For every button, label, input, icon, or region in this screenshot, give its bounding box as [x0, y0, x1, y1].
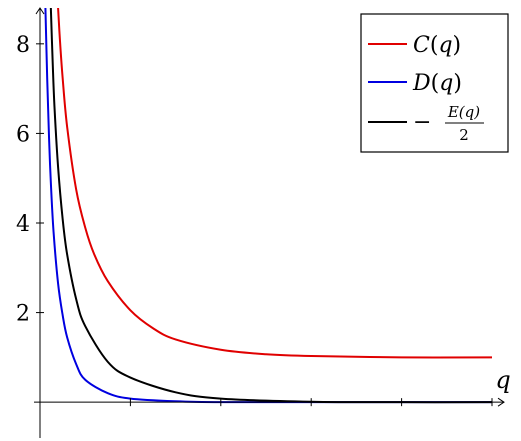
x-axis-label: q — [495, 366, 510, 394]
x-axis-arrowhead — [497, 397, 505, 407]
y-tick-label: 6 — [16, 122, 30, 147]
legend-label-c: C(q) — [413, 33, 461, 58]
legend-label-e-numerator: E(q) — [447, 103, 480, 121]
y-axis-arrowhead — [35, 7, 45, 15]
legend-label-e-sign: − — [413, 110, 431, 135]
y-tick-label: 4 — [16, 212, 30, 237]
y-tick-labels: 2 4 6 8 — [16, 33, 30, 327]
y-tick-label: 2 — [16, 302, 30, 327]
legend: C(q) D(q) − E(q) 2 — [360, 13, 509, 153]
legend-label-d: D(q) — [412, 71, 462, 96]
y-tick-label: 8 — [16, 33, 30, 58]
axes-layer — [34, 7, 505, 438]
legend-label-e-denominator: 2 — [459, 126, 469, 144]
series-line-1 — [57, 7, 493, 359]
legend-label-e: − E(q) 2 — [413, 103, 484, 144]
